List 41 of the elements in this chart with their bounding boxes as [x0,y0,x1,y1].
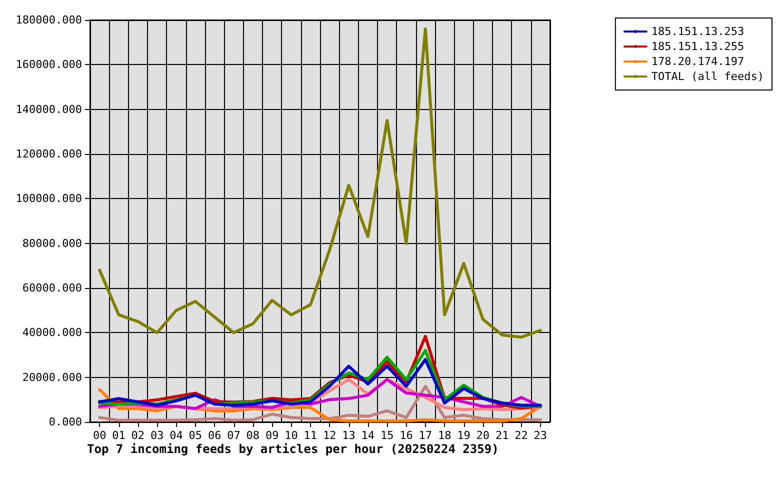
x-tick-label: 16 [400,429,413,442]
x-tick-label: 18 [438,429,452,442]
legend-label: TOTAL (all feeds) [651,70,764,83]
y-tick-label: 80000.000 [22,236,82,250]
x-tick-label: 11 [304,429,318,442]
y-tick-label: 60000.000 [22,282,82,294]
x-tick-label: 03 [150,429,164,442]
x-tick-label: 09 [265,429,279,442]
x-tick-label: 05 [188,429,202,442]
line-series [98,358,542,407]
x-tick-label: 22 [514,429,528,442]
y-tick-label: 140000.000 [16,102,82,116]
x-tick-label: 04 [170,429,184,442]
legend-label: 178.20.174.197 [651,55,744,68]
x-tick-label: 14 [361,429,375,442]
y-tick-label: 160000.000 [16,58,82,72]
x-tick-label: 13 [342,429,356,442]
x-tick-label: 15 [380,429,394,442]
x-tick-label: 17 [418,429,432,442]
x-tick-label: 02 [131,429,145,442]
legend-label: 185.151.13.253 [651,25,744,38]
line-series [98,27,542,339]
x-tick-label: 23 [534,429,548,442]
text: Top 7 incoming feeds by articles per hour (20250224 2359) [87,442,499,456]
x-tick-label: 08 [246,429,260,442]
x-tick-label: 21 [495,429,509,442]
y-tick-label: 120000.000 [16,148,82,160]
y-tick-label: 100000.000 [16,192,82,206]
x-tick-label: 06 [208,429,222,442]
x-tick-label: 10 [284,429,298,442]
x-tick-label: 00 [92,429,106,442]
x-tick-label: 19 [457,429,470,442]
x-tick-label: 07 [227,429,240,442]
y-tick-label: 180000.000 [16,14,82,26]
x-tick-label: 20 [476,429,490,442]
x-tick-label: 01 [112,429,126,442]
y-tick-label: 20000.000 [22,370,82,384]
y-tick-label: 40000.000 [22,326,82,340]
legend-label: 185.151.13.255 [651,40,744,53]
y-tick-label: 0.000 [48,416,82,428]
x-tick-label: 12 [322,429,336,442]
